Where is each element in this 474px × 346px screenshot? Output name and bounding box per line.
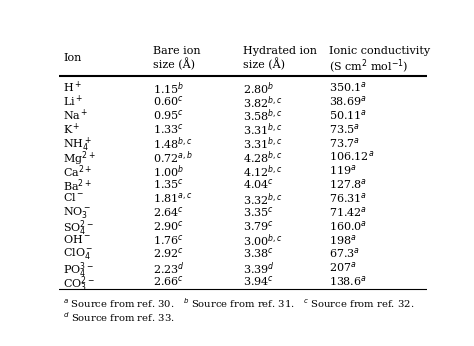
Text: 1.81$^{a,c}$: 1.81$^{a,c}$ bbox=[153, 191, 192, 205]
Text: Ca$^{2+}$: Ca$^{2+}$ bbox=[63, 163, 92, 180]
Text: 4.12$^{b,c}$: 4.12$^{b,c}$ bbox=[243, 163, 283, 180]
Text: 50.11$^a$: 50.11$^a$ bbox=[329, 108, 367, 122]
Text: 3.38$^c$: 3.38$^c$ bbox=[243, 246, 273, 261]
Text: 3.79$^c$: 3.79$^c$ bbox=[243, 219, 274, 233]
Text: Hydrated ion
size (Å): Hydrated ion size (Å) bbox=[243, 46, 317, 70]
Text: 160.0$^a$: 160.0$^a$ bbox=[329, 219, 367, 233]
Text: 2.23$^d$: 2.23$^d$ bbox=[153, 260, 184, 277]
Text: 106.12$^a$: 106.12$^a$ bbox=[329, 149, 374, 163]
Text: K$^+$: K$^+$ bbox=[63, 122, 81, 137]
Text: 3.31$^{b,c}$: 3.31$^{b,c}$ bbox=[243, 122, 283, 138]
Text: 0.95$^c$: 0.95$^c$ bbox=[153, 108, 184, 122]
Text: 138.6$^a$: 138.6$^a$ bbox=[329, 274, 367, 288]
Text: Bare ion
size (Å): Bare ion size (Å) bbox=[153, 46, 201, 70]
Text: 0.60$^c$: 0.60$^c$ bbox=[153, 94, 184, 108]
Text: 119$^a$: 119$^a$ bbox=[329, 163, 357, 177]
Text: 1.00$^b$: 1.00$^b$ bbox=[153, 163, 184, 180]
Text: 3.39$^d$: 3.39$^d$ bbox=[243, 260, 275, 277]
Text: 71.42$^a$: 71.42$^a$ bbox=[329, 205, 367, 219]
Text: H$^+$: H$^+$ bbox=[63, 80, 82, 95]
Text: Mg$^{2+}$: Mg$^{2+}$ bbox=[63, 149, 96, 168]
Text: 76.31$^a$: 76.31$^a$ bbox=[329, 191, 367, 205]
Text: 4.04$^c$: 4.04$^c$ bbox=[243, 177, 274, 191]
Text: 67.3$^a$: 67.3$^a$ bbox=[329, 246, 360, 261]
Text: 38.69$^a$: 38.69$^a$ bbox=[329, 94, 367, 108]
Text: NO$_3^-$: NO$_3^-$ bbox=[63, 205, 91, 220]
Text: SO$_4^{2-}$: SO$_4^{2-}$ bbox=[63, 219, 94, 238]
Text: Na$^+$: Na$^+$ bbox=[63, 108, 89, 123]
Text: 198$^a$: 198$^a$ bbox=[329, 233, 357, 247]
Text: 3.00$^{b,c}$: 3.00$^{b,c}$ bbox=[243, 233, 283, 249]
Text: NH$_4^+$: NH$_4^+$ bbox=[63, 136, 91, 154]
Text: 2.92$^c$: 2.92$^c$ bbox=[153, 246, 184, 261]
Text: 1.15$^b$: 1.15$^b$ bbox=[153, 80, 184, 97]
Text: 3.35$^c$: 3.35$^c$ bbox=[243, 205, 274, 219]
Text: 207$^a$: 207$^a$ bbox=[329, 260, 357, 274]
Text: 4.28$^{b,c}$: 4.28$^{b,c}$ bbox=[243, 149, 283, 166]
Text: 2.66$^c$: 2.66$^c$ bbox=[153, 274, 184, 288]
Text: $^a$ Source from ref. 30.   $^b$ Source from ref. 31.   $^c$ Source from ref. 32: $^a$ Source from ref. 30. $^b$ Source fr… bbox=[63, 296, 414, 310]
Text: 1.35$^c$: 1.35$^c$ bbox=[153, 177, 184, 191]
Text: 2.90$^c$: 2.90$^c$ bbox=[153, 219, 184, 233]
Text: PO$_4^{3-}$: PO$_4^{3-}$ bbox=[63, 260, 94, 280]
Text: Ionic conductivity
(S cm$^2$ mol$^{-1}$): Ionic conductivity (S cm$^2$ mol$^{-1}$) bbox=[329, 46, 430, 76]
Text: 73.5$^a$: 73.5$^a$ bbox=[329, 122, 360, 136]
Text: 2.80$^b$: 2.80$^b$ bbox=[243, 80, 274, 97]
Text: 3.32$^{b,c}$: 3.32$^{b,c}$ bbox=[243, 191, 283, 208]
Text: 1.33$^c$: 1.33$^c$ bbox=[153, 122, 184, 136]
Text: 3.58$^{b,c}$: 3.58$^{b,c}$ bbox=[243, 108, 283, 125]
Text: 127.8$^a$: 127.8$^a$ bbox=[329, 177, 367, 191]
Text: 73.7$^a$: 73.7$^a$ bbox=[329, 136, 360, 149]
Text: 3.94$^c$: 3.94$^c$ bbox=[243, 274, 274, 288]
Text: 0.72$^{a,b}$: 0.72$^{a,b}$ bbox=[153, 149, 193, 166]
Text: Cl$^-$: Cl$^-$ bbox=[63, 191, 84, 203]
Text: OH$^-$: OH$^-$ bbox=[63, 233, 91, 245]
Text: Ion: Ion bbox=[63, 53, 82, 63]
Text: 2.64$^c$: 2.64$^c$ bbox=[153, 205, 184, 219]
Text: 3.31$^{b,c}$: 3.31$^{b,c}$ bbox=[243, 136, 283, 152]
Text: CO$_3^{2-}$: CO$_3^{2-}$ bbox=[63, 274, 95, 294]
Text: $^d$ Source from ref. 33.: $^d$ Source from ref. 33. bbox=[63, 311, 174, 325]
Text: 350.1$^a$: 350.1$^a$ bbox=[329, 80, 367, 94]
Text: Li$^+$: Li$^+$ bbox=[63, 94, 83, 109]
Text: ClO$_4^-$: ClO$_4^-$ bbox=[63, 246, 93, 261]
Text: 1.48$^{b,c}$: 1.48$^{b,c}$ bbox=[153, 136, 193, 152]
Text: Ba$^{2+}$: Ba$^{2+}$ bbox=[63, 177, 92, 194]
Text: 3.82$^{b,c}$: 3.82$^{b,c}$ bbox=[243, 94, 283, 111]
Text: 1.76$^c$: 1.76$^c$ bbox=[153, 233, 184, 247]
